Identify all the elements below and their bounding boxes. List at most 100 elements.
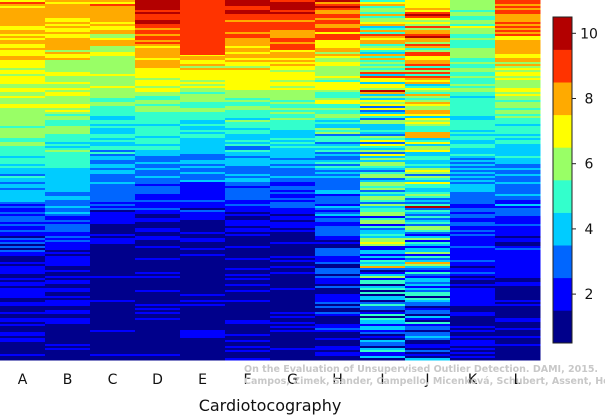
heatmap-cell bbox=[90, 240, 136, 243]
heatmap-cell bbox=[315, 64, 361, 67]
heatmap-cell bbox=[0, 2, 46, 5]
heatmap-cell bbox=[495, 96, 541, 99]
heatmap-cell bbox=[0, 188, 46, 191]
heatmap-cell bbox=[225, 314, 271, 317]
heatmap-cell bbox=[45, 218, 91, 221]
heatmap-cell bbox=[315, 38, 361, 41]
heatmap-cell bbox=[135, 198, 181, 201]
heatmap-cell bbox=[90, 2, 136, 5]
heatmap-cell bbox=[360, 140, 406, 143]
heatmap-cell bbox=[90, 222, 136, 225]
heatmap-cell bbox=[495, 178, 541, 181]
heatmap-cell bbox=[360, 284, 406, 287]
heatmap-cell bbox=[225, 344, 271, 347]
heatmap-cell bbox=[0, 210, 46, 213]
heatmap-cell bbox=[270, 70, 316, 73]
heatmap-cell bbox=[135, 220, 181, 223]
heatmap-cell bbox=[0, 290, 46, 293]
heatmap-cell bbox=[135, 98, 181, 101]
heatmap-cell bbox=[495, 36, 541, 39]
heatmap-cell bbox=[405, 24, 451, 27]
heatmap-cell bbox=[495, 116, 541, 119]
heatmap-cell bbox=[450, 14, 496, 17]
heatmap-cell bbox=[180, 130, 226, 133]
heatmap-cell bbox=[225, 138, 271, 141]
heatmap-cell bbox=[450, 78, 496, 81]
heatmap-cell bbox=[360, 134, 406, 137]
heatmap-cell bbox=[360, 300, 406, 303]
heatmap-cell bbox=[315, 32, 361, 35]
heatmap-cell bbox=[225, 80, 271, 83]
heatmap-cell bbox=[135, 264, 181, 267]
heatmap-cell bbox=[405, 22, 451, 25]
heatmap-cell bbox=[495, 232, 541, 235]
heatmap-cell bbox=[225, 350, 271, 353]
heatmap-cell bbox=[495, 64, 541, 67]
heatmap-cell bbox=[405, 222, 451, 225]
heatmap-cell bbox=[360, 350, 406, 353]
heatmap-cell bbox=[135, 302, 181, 305]
heatmap-cell bbox=[405, 156, 451, 159]
heatmap-cell bbox=[45, 198, 91, 201]
heatmap-cell bbox=[135, 152, 181, 155]
heatmap-cell bbox=[180, 330, 226, 333]
x-tick-label: J bbox=[424, 372, 429, 388]
heatmap-cell bbox=[0, 342, 46, 345]
heatmap-cell bbox=[315, 16, 361, 19]
heatmap-cell bbox=[270, 112, 316, 115]
heatmap-cell bbox=[225, 34, 271, 37]
heatmap-cell bbox=[450, 320, 496, 323]
heatmap-cell bbox=[495, 32, 541, 35]
heatmap-cell bbox=[450, 12, 496, 15]
heatmap-cell bbox=[495, 298, 541, 301]
heatmap-cell bbox=[0, 254, 46, 257]
heatmap-cell bbox=[270, 206, 316, 209]
heatmap-cell bbox=[90, 256, 136, 259]
heatmap-cell bbox=[225, 282, 271, 285]
heatmap-cell bbox=[90, 286, 136, 289]
heatmap-cell bbox=[360, 344, 406, 347]
heatmap-cell bbox=[405, 40, 451, 43]
heatmap-cell bbox=[495, 102, 541, 105]
heatmap-cell bbox=[405, 64, 451, 67]
heatmap-cell bbox=[450, 24, 496, 27]
heatmap-cell bbox=[45, 90, 91, 93]
heatmap-cell bbox=[0, 232, 46, 235]
heatmap-cell bbox=[270, 334, 316, 337]
heatmap-cell bbox=[90, 262, 136, 265]
heatmap-cell bbox=[405, 166, 451, 169]
heatmap-cell bbox=[450, 280, 496, 283]
heatmap-cell bbox=[90, 326, 136, 329]
heatmap-cell bbox=[180, 286, 226, 289]
heatmap-cell bbox=[450, 244, 496, 247]
heatmap-cell bbox=[450, 224, 496, 227]
heatmap-cell bbox=[45, 210, 91, 213]
heatmap-cell bbox=[270, 44, 316, 47]
heatmap-cell bbox=[315, 34, 361, 37]
x-tick-label: L bbox=[514, 372, 522, 388]
heatmap-cell bbox=[0, 354, 46, 357]
heatmap-cell bbox=[495, 354, 541, 357]
heatmap-cell bbox=[405, 330, 451, 333]
heatmap-cell bbox=[360, 184, 406, 187]
heatmap-cell bbox=[360, 30, 406, 33]
heatmap-cell bbox=[360, 76, 406, 79]
heatmap-cell bbox=[405, 338, 451, 341]
heatmap-cell bbox=[90, 244, 136, 247]
heatmap-cell bbox=[135, 218, 181, 221]
heatmap-cell bbox=[0, 128, 46, 131]
heatmap-cell bbox=[0, 178, 46, 181]
heatmap-cell bbox=[405, 88, 451, 91]
heatmap-cell bbox=[495, 350, 541, 353]
heatmap-cell bbox=[180, 324, 226, 327]
heatmap-cell bbox=[270, 240, 316, 243]
heatmap-cell bbox=[405, 186, 451, 189]
heatmap-cell bbox=[450, 108, 496, 111]
heatmap-cell bbox=[360, 68, 406, 71]
heatmap-cell bbox=[45, 76, 91, 79]
heatmap-cell bbox=[90, 142, 136, 145]
heatmap-cell bbox=[0, 62, 46, 65]
heatmap-cell bbox=[495, 86, 541, 89]
heatmap-cell bbox=[315, 96, 361, 99]
